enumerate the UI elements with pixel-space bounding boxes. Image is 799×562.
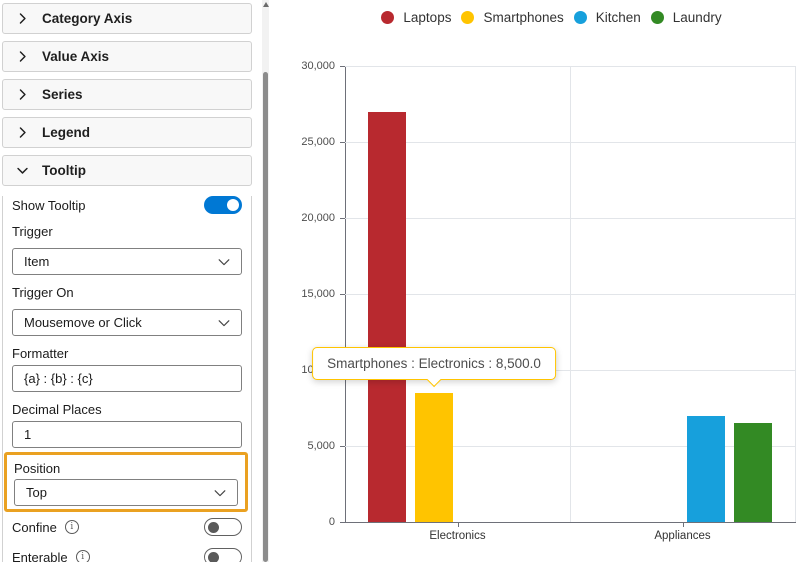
bar-kitchen-appliances[interactable] [687, 415, 725, 522]
chart-tooltip: Smartphones : Electronics : 8,500.0 [312, 346, 556, 387]
trigger-on-value: Mousemove or Click [24, 315, 142, 330]
legend-item-laundry[interactable]: Laundry [650, 9, 722, 25]
legend-marker-laptops [381, 10, 395, 24]
confine-toggle[interactable] [204, 518, 242, 536]
y-axis-tick [340, 522, 345, 523]
section-label: Tooltip [42, 163, 86, 178]
chevron-down-icon [17, 167, 28, 174]
y-axis-label: 25,000 [301, 136, 335, 148]
legend-marker-kitchen [573, 10, 587, 24]
y-axis-tick [340, 294, 345, 295]
y-axis-tick [340, 446, 345, 447]
toggle-knob [227, 199, 239, 211]
show-tooltip-toggle[interactable] [204, 196, 242, 214]
toggle-knob [208, 521, 219, 533]
y-axis-tick [340, 142, 345, 143]
y-axis-tick [340, 66, 345, 67]
y-axis-label: 5,000 [307, 440, 335, 452]
chevron-right-icon [19, 127, 26, 138]
chevron-right-icon [19, 13, 26, 24]
trigger-dropdown[interactable]: Item [12, 248, 242, 275]
chevron-right-icon [19, 51, 26, 62]
bar-chart-plot-area: Smartphones : Electronics : 8,500.0 0 5,0… [301, 60, 796, 542]
x-axis-tick [457, 522, 459, 527]
confine-label: Confine [12, 519, 57, 535]
y-axis-label: 20,000 [301, 212, 335, 224]
legend-label: Laundry [672, 9, 722, 25]
section-header-value-axis[interactable]: Value Axis [2, 41, 252, 72]
settings-panel: Category Axis Value Axis Series Legend T… [0, 0, 258, 562]
trigger-label: Trigger [12, 224, 53, 239]
section-label: Legend [42, 125, 91, 140]
decimal-places-input[interactable] [12, 421, 242, 448]
info-icon[interactable]: i [75, 550, 90, 562]
x-axis-label-electronics: Electronics [429, 530, 486, 542]
bar-laptops-electronics[interactable] [368, 111, 406, 522]
chart-legend: Laptops Smartphones Kitchen Laundry [272, 8, 799, 26]
section-header-legend[interactable]: Legend [2, 117, 252, 148]
chevron-right-icon [19, 89, 26, 100]
y-axis-label: 30,000 [301, 60, 335, 72]
section-header-category-axis[interactable]: Category Axis [2, 3, 252, 34]
formatter-label: Formatter [12, 346, 69, 361]
chart-tooltip-text: Smartphones : Electronics : 8,500.0 [327, 355, 541, 371]
tooltip-settings-section: Show Tooltip Trigger Item Trigger On Mou… [2, 196, 252, 562]
panel-scrollbar-thumb[interactable] [263, 72, 268, 562]
gridline-vertical [570, 66, 571, 522]
formatter-input[interactable] [12, 365, 242, 392]
position-value: Top [26, 485, 47, 500]
legend-label: Smartphones [483, 9, 564, 25]
enterable-toggle[interactable] [204, 548, 242, 562]
chevron-down-icon [218, 258, 230, 265]
scrollbar-up-arrow-icon[interactable] [263, 2, 269, 7]
enterable-label: Enterable [12, 549, 68, 562]
legend-label: Kitchen [595, 9, 641, 25]
legend-marker-laundry [650, 10, 664, 24]
toggle-knob [208, 551, 219, 562]
legend-item-laptops[interactable]: Laptops [381, 10, 451, 25]
position-label: Position [14, 461, 61, 476]
legend-item-smartphones[interactable]: Smartphones [461, 9, 564, 25]
y-axis-label: 0 [328, 516, 335, 528]
legend-item-kitchen[interactable]: Kitchen [573, 9, 641, 25]
legend-marker-smartphones [461, 10, 475, 24]
gridline-vertical [795, 66, 796, 522]
section-label: Series [42, 87, 83, 102]
section-label: Category Axis [42, 11, 133, 26]
chevron-down-icon [218, 319, 230, 326]
enterable-row: Enterable i [12, 548, 242, 562]
bar-smartphones-electronics[interactable] [415, 392, 453, 522]
section-header-series[interactable]: Series [2, 79, 252, 110]
position-highlight-box: Position Top [4, 452, 248, 512]
y-axis-label: 15,000 [301, 288, 335, 300]
bar-laundry-appliances[interactable] [734, 423, 772, 522]
position-dropdown[interactable]: Top [14, 479, 238, 506]
info-icon[interactable]: i [64, 520, 79, 534]
show-tooltip-label: Show Tooltip [12, 197, 86, 213]
chevron-down-icon [214, 489, 226, 496]
show-tooltip-row: Show Tooltip [12, 196, 242, 214]
x-axis-line [345, 522, 796, 523]
tooltip-arrow [426, 372, 442, 387]
section-header-tooltip[interactable]: Tooltip [2, 155, 252, 186]
chart-pane: Laptops Smartphones Kitchen Laundry Smartph… [272, 0, 799, 562]
section-label: Value Axis [42, 49, 110, 64]
trigger-on-label: Trigger On [12, 285, 74, 300]
y-axis-tick [340, 218, 345, 219]
trigger-on-dropdown[interactable]: Mousemove or Click [12, 309, 242, 336]
x-axis-tick [682, 522, 684, 527]
legend-label: Laptops [403, 9, 452, 25]
confine-row: Confine i [12, 518, 242, 536]
x-axis-label-appliances: Appliances [654, 530, 711, 542]
trigger-value: Item [24, 254, 50, 269]
decimal-places-label: Decimal Places [12, 402, 102, 417]
